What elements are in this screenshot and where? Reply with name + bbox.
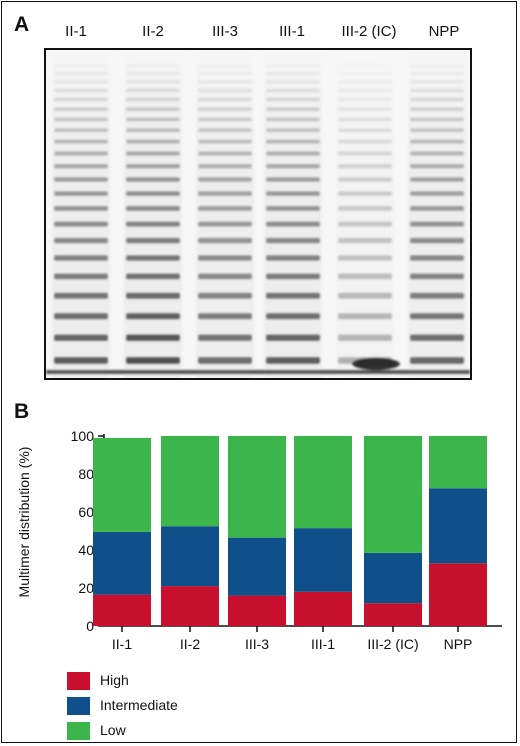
- x-tick-label: II-1: [112, 636, 132, 652]
- bar-segment-high: [228, 595, 286, 626]
- bar-segment-high: [93, 594, 151, 626]
- bar-segment-low: [364, 436, 422, 553]
- gel-lane-label: II-2: [142, 23, 164, 40]
- legend-label: Intermediate: [100, 697, 178, 713]
- y-tick-label: 0: [86, 618, 94, 634]
- bar-segment-high: [429, 563, 487, 626]
- bar-segment-intermediate: [93, 531, 151, 595]
- x-tick-label: NPP: [444, 636, 473, 652]
- legend-label: Low: [100, 722, 126, 738]
- panel-b-letter: B: [14, 400, 30, 423]
- bar-segment-low: [93, 437, 151, 532]
- x-tick-label: III-1: [311, 636, 335, 652]
- bar-segment-intermediate: [294, 528, 352, 592]
- gel-lane-label: NPP: [428, 23, 460, 40]
- bar-segment-intermediate: [161, 526, 219, 587]
- legend-label: High: [100, 672, 129, 688]
- stacked-bar-chart: 0 20 40 60 80 100 II-1 II-2 III-3 III-1 III-2 (IC)…: [16, 428, 502, 652]
- legend-swatch: [67, 672, 90, 690]
- bar-segment-intermediate: [228, 537, 286, 596]
- gel-lane-label: III-2 (IC): [341, 23, 397, 40]
- y-axis-label: Multimer distribution (%): [16, 447, 32, 598]
- gel-lane-label: III-1: [279, 23, 305, 40]
- bar-segment-low: [161, 436, 219, 527]
- bar-segment-low: [228, 436, 286, 538]
- y-tick-label: 20: [78, 580, 94, 596]
- panel-a-letter: A: [14, 13, 30, 36]
- bar-segment-high: [294, 591, 352, 626]
- x-tick-label: III-3: [245, 636, 269, 652]
- x-tick-label: II-2: [180, 636, 200, 652]
- bar-segment-high: [364, 603, 422, 626]
- legend-swatch: [67, 697, 90, 715]
- y-tick-label: 100: [71, 428, 95, 444]
- x-tick-label: III-2 (IC): [367, 636, 418, 652]
- gel-lane-label: III-3: [212, 23, 238, 40]
- bar-segment-intermediate: [364, 552, 422, 604]
- gel-lane-label: II-1: [65, 23, 87, 40]
- bar-segment-low: [429, 436, 487, 489]
- bar-segment-low: [294, 436, 352, 529]
- gel-image: [44, 48, 472, 380]
- legend-swatch: [67, 722, 90, 740]
- y-tick-label: 40: [78, 542, 94, 558]
- bar-segment-intermediate: [429, 488, 487, 564]
- y-tick-label: 80: [78, 466, 94, 482]
- y-tick-label: 60: [78, 504, 94, 520]
- bar-segment-high: [161, 586, 219, 626]
